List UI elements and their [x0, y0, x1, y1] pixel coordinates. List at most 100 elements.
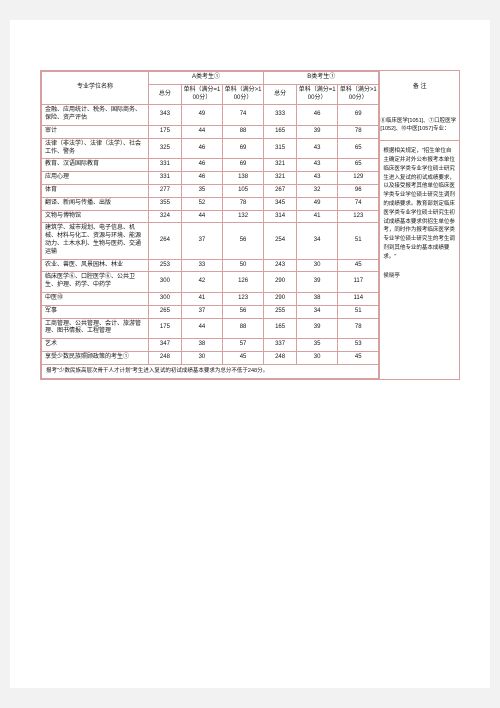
score-cell: 65 — [338, 159, 379, 172]
major-cell: 金融、应用统计、税务、国际商务、保险、资产评估 — [42, 105, 149, 126]
major-cell: 临床医学⑥、口腔医学⑥、公共卫生、护理、药学、中药学 — [42, 272, 149, 293]
score-cell: 248 — [264, 351, 297, 364]
table-row: 建筑学、城市规划、电子信息、机械、材料与化工、资源与环境、能源动力、土木水利、生… — [42, 223, 379, 259]
table-row: 农业、兽医、风景园林、林业25333502433045 — [42, 259, 379, 272]
score-cell: 129 — [338, 172, 379, 185]
score-cell: 39 — [297, 272, 338, 293]
score-cell: 243 — [264, 259, 297, 272]
score-cell: 49 — [297, 197, 338, 210]
score-cell: 44 — [181, 210, 222, 223]
th-b-s2: 单科（满分>100分） — [338, 84, 379, 105]
score-cell: 314 — [264, 210, 297, 223]
score-cell: 35 — [297, 339, 338, 352]
score-cell: 277 — [148, 184, 181, 197]
score-cell: 321 — [264, 172, 297, 185]
score-cell: 69 — [338, 105, 379, 126]
score-cell: 53 — [338, 339, 379, 352]
th-cat-a: A类考生① — [148, 72, 263, 85]
score-cell: 56 — [223, 305, 264, 318]
score-cell: 165 — [264, 125, 297, 138]
table-body: 金融、应用统计、税务、国际商务、保险、资产评估34349743334669审计1… — [42, 105, 379, 364]
score-cell: 265 — [148, 305, 181, 318]
score-cell: 253 — [148, 259, 181, 272]
major-cell: 翻译、新闻与传播、出版 — [42, 197, 149, 210]
th-a-total: 总分 — [148, 84, 181, 105]
score-cell: 315 — [264, 138, 297, 159]
score-cell: 138 — [223, 172, 264, 185]
score-cell: 331 — [148, 159, 181, 172]
score-cell: 132 — [223, 210, 264, 223]
score-cell: 290 — [264, 292, 297, 305]
table-row: 法律（非法学）、法律（法学）、社会工作、警务32546693154365 — [42, 138, 379, 159]
score-cell: 30 — [297, 259, 338, 272]
table-row: 军事26537562553451 — [42, 305, 379, 318]
score-cell: 88 — [223, 318, 264, 339]
table-row: 应用心理3314613832143129 — [42, 172, 379, 185]
score-cell: 78 — [338, 125, 379, 138]
table-row: 文物与博物馆3244413231441123 — [42, 210, 379, 223]
score-cell: 78 — [223, 197, 264, 210]
score-cell: 32 — [297, 184, 338, 197]
score-cell: 267 — [264, 184, 297, 197]
score-cell: 300 — [148, 272, 181, 293]
score-cell: 123 — [223, 292, 264, 305]
score-cell: 345 — [264, 197, 297, 210]
score-cell: 43 — [297, 159, 338, 172]
score-cell: 333 — [264, 105, 297, 126]
score-cell: 35 — [181, 184, 222, 197]
major-cell: 文物与博物馆 — [42, 210, 149, 223]
note-text-3: 侯晓亭 — [383, 272, 456, 281]
score-cell: 324 — [148, 210, 181, 223]
score-cell: 49 — [181, 105, 222, 126]
score-cell: 337 — [264, 339, 297, 352]
score-cell: 52 — [181, 197, 222, 210]
score-cell: 126 — [223, 272, 264, 293]
score-cell: 248 — [148, 351, 181, 364]
score-cell: 38 — [297, 292, 338, 305]
score-cell: 34 — [297, 223, 338, 259]
score-cell: 300 — [148, 292, 181, 305]
notes-title: 备 注 — [383, 83, 456, 93]
score-cell: 331 — [148, 172, 181, 185]
score-cell: 51 — [338, 223, 379, 259]
score-cell: 43 — [297, 172, 338, 185]
table-row: 金融、应用统计、税务、国际商务、保险、资产评估34349743334669 — [42, 105, 379, 126]
major-cell: 教育、汉语国际教育 — [42, 159, 149, 172]
score-cell: 88 — [223, 125, 264, 138]
major-cell: 艺术 — [42, 339, 149, 352]
score-cell: 44 — [181, 125, 222, 138]
score-cell: 44 — [181, 318, 222, 339]
score-cell: 325 — [148, 138, 181, 159]
score-cell: 39 — [297, 318, 338, 339]
score-cell: 45 — [338, 259, 379, 272]
score-cell: 46 — [181, 159, 222, 172]
score-cell: 50 — [223, 259, 264, 272]
notes-column: 备 注 ⑥临床医学[1051]、⑦口腔医学[1052]、⑩中医[1057]专业：… — [379, 71, 459, 379]
table-row: 临床医学⑥、口腔医学⑥、公共卫生、护理、药学、中药学30042126290391… — [42, 272, 379, 293]
score-cell: 51 — [338, 305, 379, 318]
major-cell: 应用心理 — [42, 172, 149, 185]
score-table: 专业学位名称 A类考生① B类考生① 总分 单科（满分=100分） 单科（满分>… — [41, 71, 379, 379]
score-cell: 42 — [181, 272, 222, 293]
score-cell: 37 — [181, 223, 222, 259]
score-cell: 56 — [223, 223, 264, 259]
score-cell: 355 — [148, 197, 181, 210]
table-row: 艺术34738573373553 — [42, 339, 379, 352]
score-cell: 33 — [181, 259, 222, 272]
score-cell: 96 — [338, 184, 379, 197]
major-cell: 法律（非法学）、法律（法学）、社会工作、警务 — [42, 138, 149, 159]
score-cell: 37 — [181, 305, 222, 318]
th-b-total: 总分 — [264, 84, 297, 105]
score-cell: 39 — [297, 125, 338, 138]
score-cell: 65 — [338, 138, 379, 159]
score-cell: 30 — [181, 351, 222, 364]
score-cell: 57 — [223, 339, 264, 352]
footer-text: 报考"少数民族高层次骨干人才计划"考生进入复试的初试成绩基本要求为总分不低于24… — [42, 364, 379, 378]
score-cell: 114 — [338, 292, 379, 305]
score-cell: 46 — [297, 105, 338, 126]
score-cell: 46 — [181, 138, 222, 159]
score-cell: 165 — [264, 318, 297, 339]
table-row: 审计17544881653978 — [42, 125, 379, 138]
score-cell: 105 — [223, 184, 264, 197]
score-cell: 34 — [297, 305, 338, 318]
